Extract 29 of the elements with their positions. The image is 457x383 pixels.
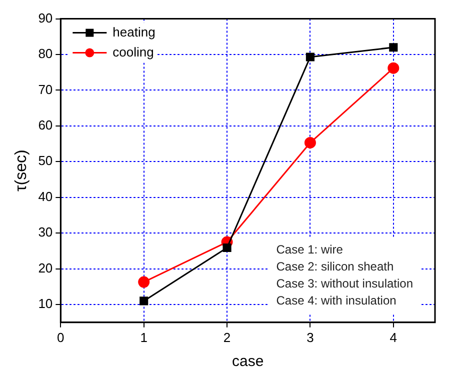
y-tick-label: 80: [38, 46, 53, 62]
point: [138, 276, 150, 288]
annotation: Case 4: with insulation: [276, 294, 396, 308]
y-axis-title: τ(sec): [13, 150, 30, 192]
y-tick-label: 70: [38, 82, 53, 97]
x-tick-label: 1: [140, 330, 148, 345]
x-axis-title: case: [232, 353, 264, 370]
y-tick-label: 20: [38, 260, 53, 276]
y-tick-label: 30: [38, 224, 53, 240]
y-tick-label: 10: [38, 296, 53, 312]
legend-label: heating: [112, 24, 156, 40]
point: [389, 43, 398, 52]
y-tick-label: 90: [38, 10, 53, 26]
point: [222, 243, 232, 252]
annotation: Case 2: silicon sheath: [276, 260, 394, 274]
point: [140, 296, 148, 306]
point: [306, 52, 315, 62]
point: [304, 136, 316, 148]
point: [388, 62, 400, 74]
y-tick-label: 40: [38, 188, 53, 204]
x-tick-label: 0: [57, 330, 64, 345]
y-tick-label: 60: [38, 118, 53, 133]
annotation: Case 1: wire: [276, 242, 344, 257]
y-tick-label: 50: [38, 153, 53, 168]
x-tick-label: 3: [306, 330, 314, 345]
legend-label: cooling: [112, 44, 154, 60]
x-tick-label: 2: [223, 330, 231, 345]
x-tick-label: 4: [390, 330, 398, 345]
annotation: Case 3: without insulation: [276, 276, 414, 291]
